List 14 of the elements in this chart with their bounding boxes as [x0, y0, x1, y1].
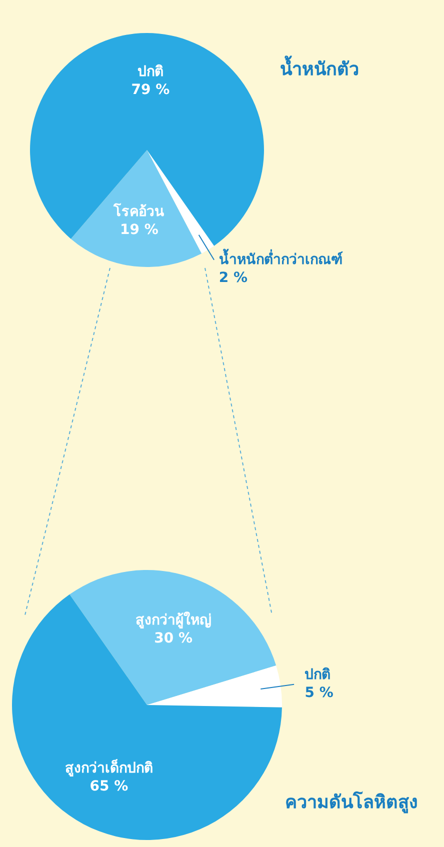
- data-label: 2 %: [218, 270, 248, 286]
- slice-label: สูงกว่าผู้ใหญ่: [135, 610, 212, 628]
- data-label: 79 %: [131, 82, 170, 98]
- text: ความดันโลหิตสูง: [285, 791, 418, 814]
- slice-label: สูงกว่าเด็กปกติ: [64, 758, 153, 777]
- data-label: 30 %: [154, 630, 193, 646]
- data-label: 65 %: [90, 778, 128, 795]
- slice-label: ปกติ: [304, 666, 331, 683]
- data-label: 19 %: [120, 222, 158, 238]
- slice-label: โรคอ้วน: [112, 202, 165, 220]
- text: น้ำหนักตัว: [280, 55, 359, 80]
- slice-label: น้ำหนักต่ำกว่าเกณฑ์: [218, 248, 343, 268]
- data-label: 5 %: [304, 684, 334, 701]
- slice-label: ปกติ: [137, 64, 164, 80]
